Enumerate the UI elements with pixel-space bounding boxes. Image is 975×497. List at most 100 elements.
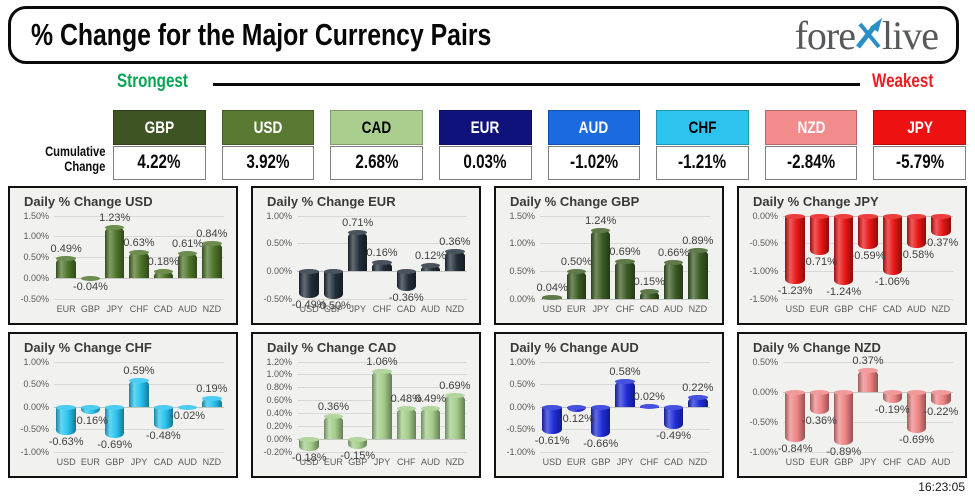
- y-tick-label: 0.00%: [752, 387, 778, 397]
- y-tick-label: 0.50%: [509, 266, 535, 276]
- bar-label: 0.69%: [609, 245, 641, 258]
- bar-cap: [639, 404, 659, 410]
- cumulative-value-chf: -1.21%: [656, 146, 749, 180]
- bar-chf-usd: [56, 407, 76, 436]
- currency-code: USD: [253, 117, 283, 137]
- bar-eur-usd: [299, 271, 319, 299]
- bar-label: 0.58%: [609, 365, 641, 378]
- bar-label: 0.22%: [682, 382, 714, 395]
- bar-cap: [785, 214, 805, 219]
- y-tick-label: 1.00%: [266, 369, 292, 379]
- chart-panel-eur: Daily % Change EUR 1.00% 0.50% 0.00% -0.50% -…: [251, 186, 481, 325]
- logo-text-live: live: [882, 12, 939, 58]
- bar-label: -0.59%: [850, 249, 886, 262]
- y-tick-label: 0.50%: [752, 357, 778, 367]
- currency-badge-chf: CHF -1.21%: [656, 110, 749, 180]
- bar-gbp-jpy: [591, 230, 611, 299]
- bar-label: 0.16%: [366, 247, 398, 260]
- category-label: CHF: [129, 304, 149, 314]
- gridline-gbp: [540, 216, 710, 217]
- bar-cad-chf: [396, 408, 416, 440]
- bar-gbp-aud: [663, 262, 684, 299]
- bar-label: 0.19%: [196, 383, 228, 396]
- bar-label: -0.37%: [923, 237, 959, 250]
- bar-cap: [785, 390, 805, 395]
- bar-label: 0.63%: [123, 237, 155, 250]
- category-label: GBP: [591, 457, 611, 467]
- y-tick-label: -1.00%: [749, 447, 778, 457]
- y-tick-label: -1.00%: [506, 447, 535, 457]
- gridline-eur: [297, 299, 467, 300]
- y-tick-label: -0.50%: [263, 294, 292, 304]
- bar-cap: [420, 405, 441, 411]
- bar-label: -1.24%: [826, 285, 862, 298]
- y-tick-label: 1.50%: [509, 211, 535, 221]
- currency-code: AUD: [579, 117, 609, 137]
- category-label: EUR: [809, 304, 829, 314]
- bar-label: -0.50%: [315, 300, 351, 312]
- category-label: NZD: [445, 457, 465, 467]
- bar-chf-jpy: [129, 380, 149, 407]
- bar-label: -0.58%: [899, 249, 934, 262]
- bar-eur-nzd: [445, 251, 465, 272]
- category-label: USD: [785, 457, 805, 467]
- cumulative-label-line1: Cumulative: [44, 143, 105, 159]
- bar-cap: [834, 214, 854, 219]
- bar-cap: [202, 241, 222, 247]
- y-tick-label: -0.20%: [263, 447, 292, 457]
- bar-label: -0.19%: [874, 404, 910, 417]
- y-tick-label: 0.80%: [266, 382, 292, 392]
- bar-cap: [153, 268, 173, 274]
- bar-gbp-chf: [615, 260, 635, 299]
- bar-label: 0.69%: [439, 379, 471, 392]
- currency-badge-header-cad: CAD: [330, 110, 423, 145]
- category-label: CAD: [153, 457, 173, 467]
- gridline-chf: [54, 407, 224, 408]
- y-tick-label: -1.00%: [20, 447, 49, 457]
- y-tick-label: -0.50%: [20, 294, 49, 304]
- bar-cap: [299, 437, 319, 443]
- category-label: JPY: [349, 304, 366, 314]
- strength-scale-line: [213, 83, 860, 86]
- chart-title-cad: Daily % Change CAD: [267, 340, 397, 355]
- category-label: NZD: [202, 457, 222, 467]
- bar-jpy-eur: [809, 216, 830, 256]
- gridline-jpy: [783, 299, 953, 300]
- category-label: JPY: [106, 304, 123, 314]
- y-tick-label: -0.50%: [749, 417, 778, 427]
- chart-panel-jpy: Daily % Change JPY 0.00% -0.50% -1.00% -1.50…: [737, 186, 967, 325]
- gridline-aud: [540, 452, 710, 453]
- y-tick-label: 0.00%: [266, 266, 292, 276]
- bar-gbp-nzd: [688, 249, 708, 299]
- gridline-cad: [297, 439, 467, 440]
- bar-eur-aud: [420, 264, 441, 272]
- bar-label: -0.69%: [97, 439, 133, 452]
- category-label: AUD: [664, 304, 684, 314]
- currency-badge-nzd: NZD -2.84%: [764, 110, 858, 180]
- y-tick-label: -0.50%: [506, 424, 535, 434]
- category-label: USD: [299, 304, 319, 314]
- bar-label: 0.12%: [414, 249, 447, 262]
- bar-cap: [445, 392, 465, 398]
- bar-label: -0.36%: [388, 292, 424, 305]
- bar-label: 0.37%: [852, 354, 884, 367]
- bar-cap: [348, 437, 368, 443]
- bar-label: -0.02%: [170, 410, 205, 422]
- bar-label: -1.06%: [874, 275, 910, 288]
- category-label: AUD: [178, 457, 198, 467]
- bar-jpy-usd: [785, 216, 805, 285]
- y-tick-label: 1.00%: [509, 357, 535, 367]
- bar-cap: [372, 260, 392, 266]
- category-label: EUR: [566, 457, 586, 467]
- bar-cap: [56, 255, 76, 261]
- bar-usd-eur: [56, 257, 76, 279]
- category-label: CAD: [907, 457, 927, 467]
- y-tick-label: -0.50%: [20, 424, 49, 434]
- bar-cap: [129, 378, 149, 384]
- y-tick-label: 0.50%: [509, 379, 535, 389]
- bar-cap: [591, 405, 611, 410]
- bar-label: 0.36%: [439, 236, 471, 249]
- cumulative-value-eur: 0.03%: [438, 146, 532, 180]
- bar-cap: [299, 269, 319, 275]
- category-label: USD: [542, 457, 562, 467]
